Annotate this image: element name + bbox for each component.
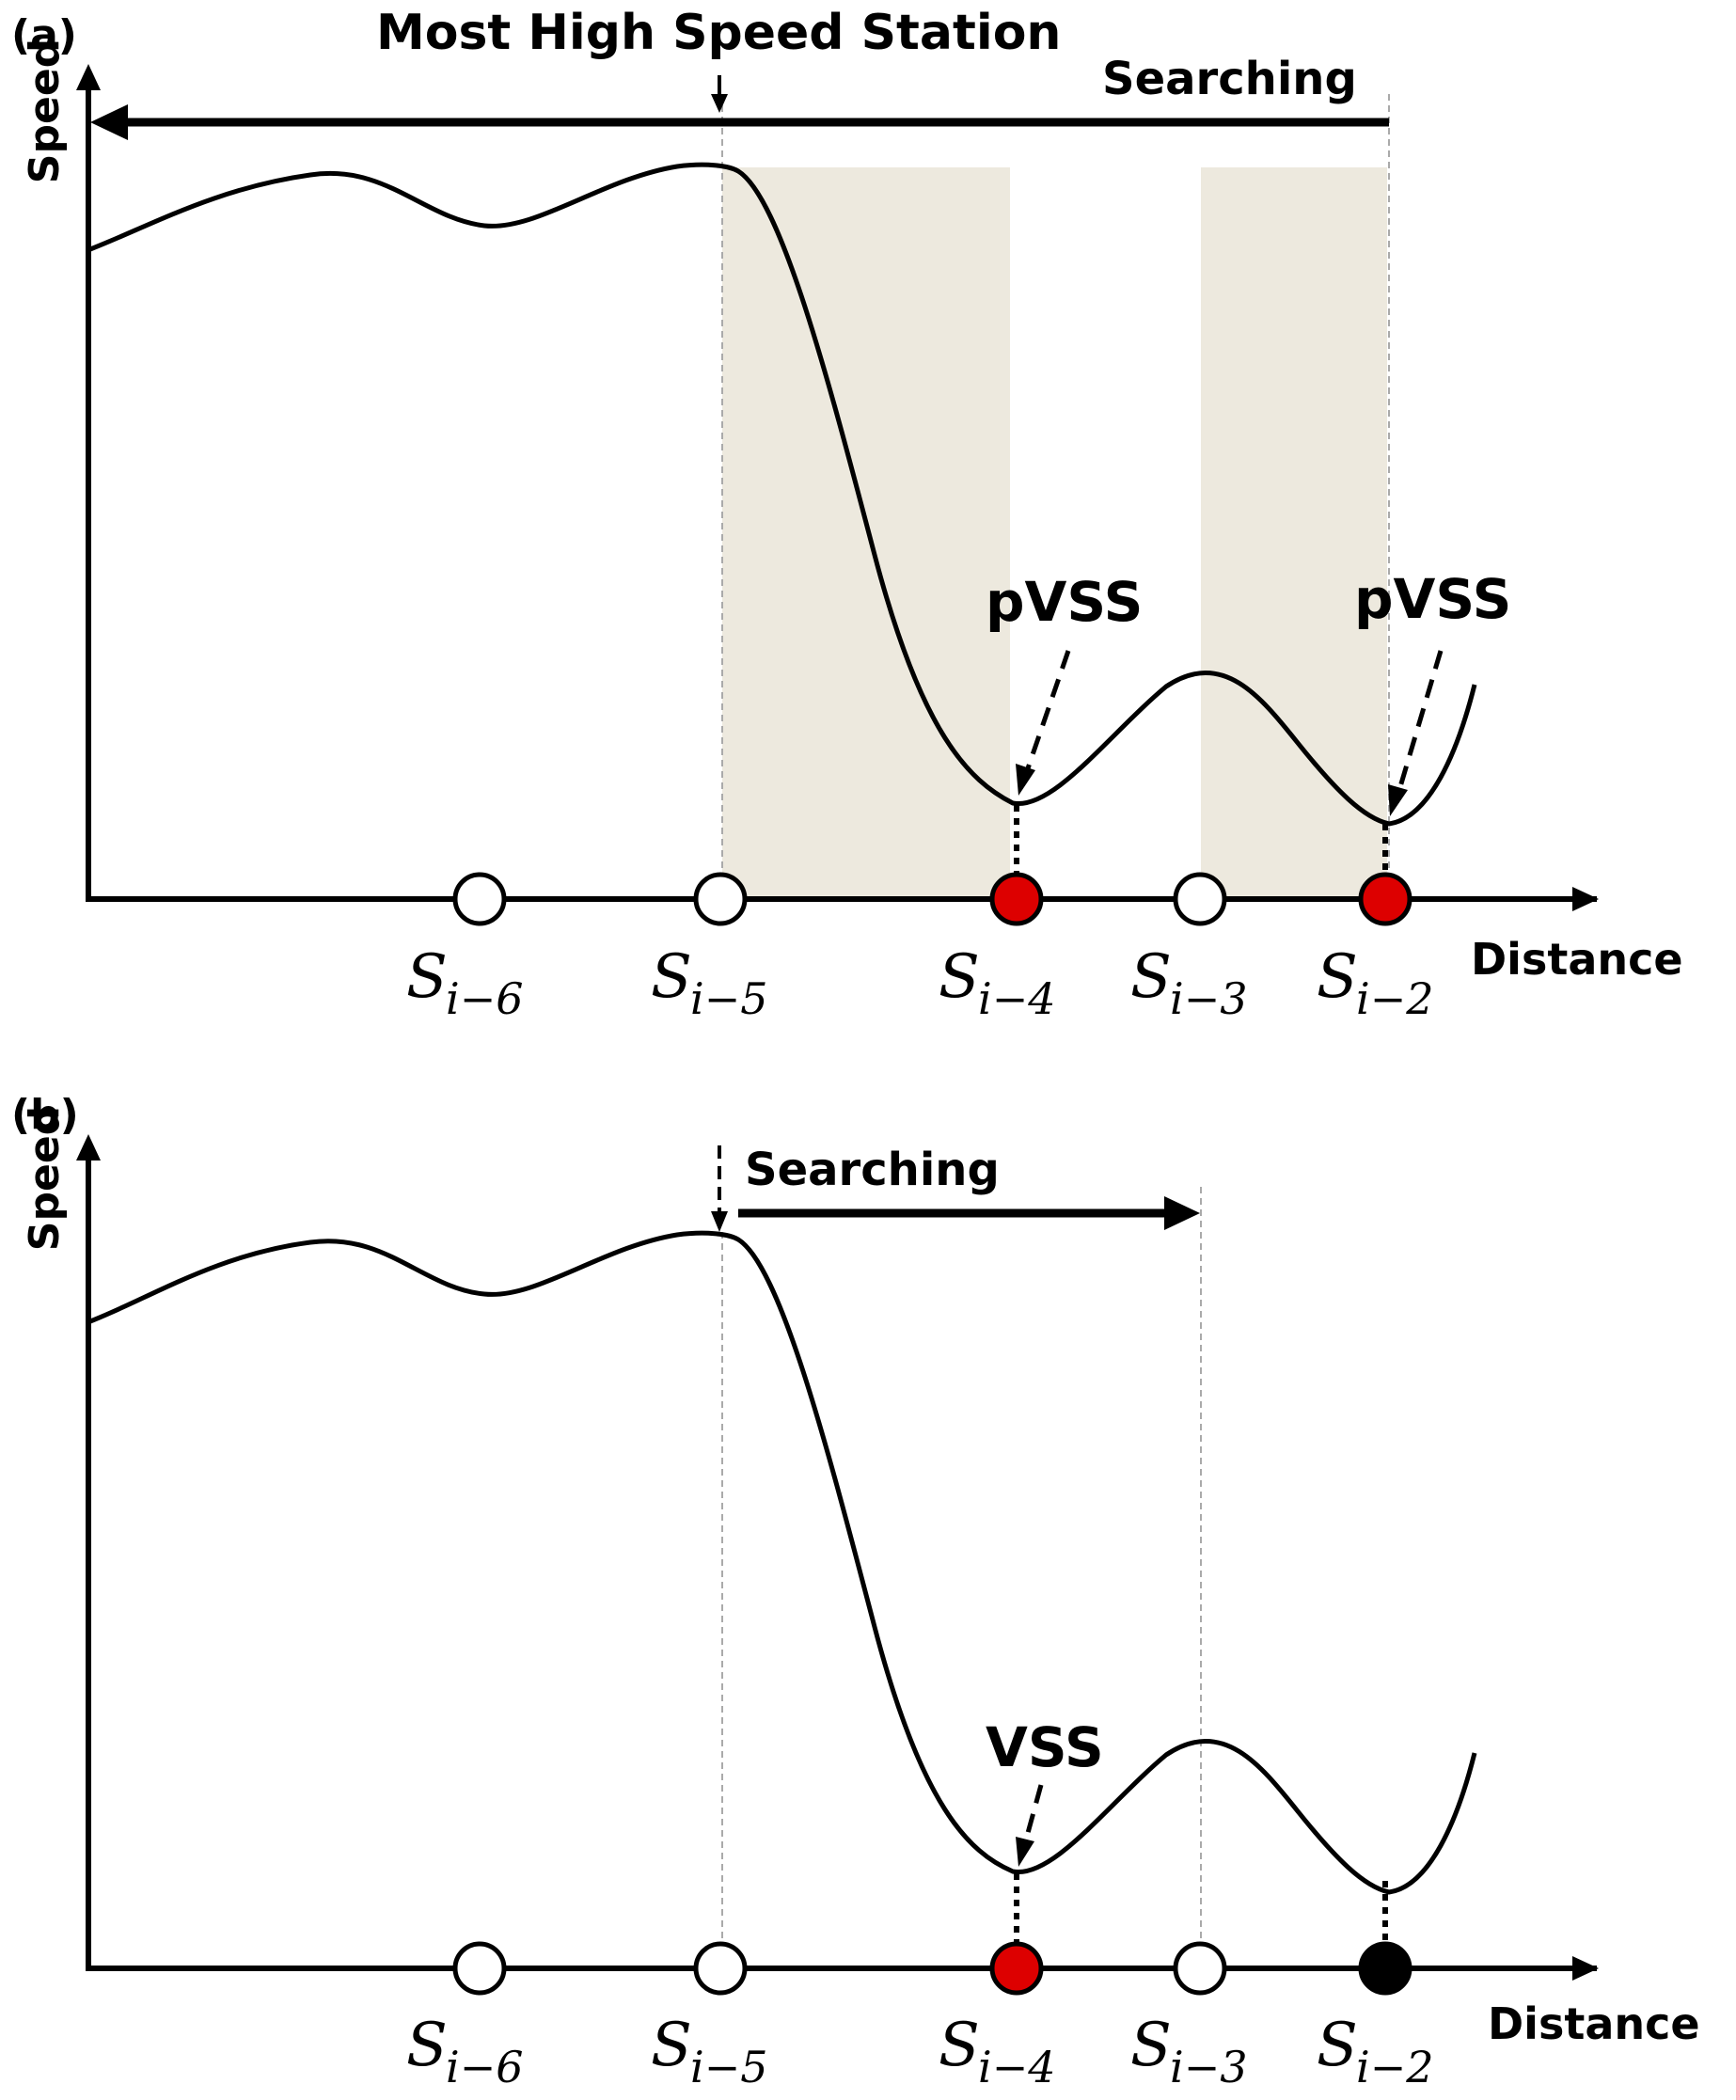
vss-label: VSS <box>986 1715 1104 1779</box>
station-label-sub: i−6 <box>446 973 524 1024</box>
pvss-pointer <box>1024 650 1071 772</box>
x-axis-label: Distance <box>1471 934 1683 985</box>
station-label: S i−3 <box>1130 2011 1248 2092</box>
vss-pointer <box>1022 1784 1044 1844</box>
station-label-base: S <box>651 2011 692 2080</box>
shaded-region <box>722 167 1010 899</box>
station-marker-empty <box>1173 872 1227 926</box>
x-axis-arrowhead <box>1572 1956 1599 1981</box>
station-label-base: S <box>1317 2011 1358 2080</box>
station-label-base: S <box>1317 942 1358 1012</box>
y-axis-arrowhead <box>76 1134 101 1161</box>
station-label-sub: i−3 <box>1170 973 1248 1024</box>
station-label: S i−5 <box>651 2011 768 2092</box>
searching-label: Searching <box>1102 53 1357 105</box>
station-label-sub: i−2 <box>1356 2042 1434 2092</box>
station-label-sub: i−4 <box>978 973 1056 1024</box>
pvss-pointer <box>1397 650 1444 791</box>
station-marker-empty <box>452 1941 507 1996</box>
station-marker-black <box>1358 1941 1412 1996</box>
station-label: S i−4 <box>939 942 1056 1024</box>
speed-curve <box>89 162 1477 827</box>
y-axis-arrowhead <box>76 64 101 90</box>
top-label: Most High Speed Station <box>376 5 1061 61</box>
station-label-base: S <box>939 2011 980 2080</box>
station-label-sub: i−3 <box>1170 2042 1248 2092</box>
station-pointer-arrowhead <box>711 94 728 113</box>
station-label-base: S <box>1130 2011 1172 2080</box>
station-label: S i−6 <box>406 2011 524 2092</box>
searching-label: Searching <box>745 1144 1000 1196</box>
station-marker-red <box>989 872 1044 926</box>
station-label: S i−3 <box>1130 942 1248 1024</box>
station-label: S i−4 <box>939 2011 1056 2092</box>
station-label: S i−5 <box>651 942 768 1024</box>
panel-a-tag: (a) <box>11 11 77 59</box>
station-label-sub: i−5 <box>690 973 768 1024</box>
station-label: S i−6 <box>406 942 524 1024</box>
start-pointer-arrowhead <box>711 1211 728 1232</box>
station-label-sub: i−5 <box>690 2042 768 2092</box>
station-label-base: S <box>1130 942 1172 1012</box>
station-marker-empty <box>452 872 507 926</box>
searching-arrowhead <box>90 104 128 140</box>
panel-b: (b) Speed Distance Searching VSS <box>11 1091 1700 2092</box>
station-marker-empty <box>693 1941 748 1996</box>
x-axis-label: Distance <box>1488 1998 1700 2049</box>
pvss-label: pVSS <box>986 570 1143 634</box>
station-label-sub: i−4 <box>978 2042 1056 2092</box>
searching-arrowhead <box>1164 1196 1200 1230</box>
speed-curve <box>89 1230 1477 1895</box>
station-label-base: S <box>406 942 448 1012</box>
station-marker-red <box>989 1941 1044 1996</box>
x-axis-arrowhead <box>1572 887 1599 911</box>
y-axis-label: Speed <box>21 1106 69 1251</box>
station-marker-red <box>1358 872 1412 926</box>
station-label: S i−2 <box>1317 2011 1434 2092</box>
y-axis-label: Speed <box>21 39 69 183</box>
station-label-sub: i−6 <box>446 2042 524 2092</box>
station-label-base: S <box>406 2011 448 2080</box>
pvss-arrowhead <box>1388 784 1408 816</box>
panel-a: (a) Speed Distance Most High Speed Stati… <box>11 5 1683 1024</box>
station-marker-empty <box>693 872 748 926</box>
station-label-base: S <box>651 942 692 1012</box>
station-label-base: S <box>939 942 980 1012</box>
pvss-label: pVSS <box>1354 567 1511 631</box>
pvss-arrowhead <box>1016 764 1035 796</box>
panel-b-tag: (b) <box>11 1091 79 1139</box>
station-label-sub: i−2 <box>1356 973 1434 1024</box>
station-marker-empty <box>1173 1941 1227 1996</box>
shaded-region <box>1201 167 1387 899</box>
station-label: S i−2 <box>1317 942 1434 1024</box>
vss-arrowhead <box>1016 1837 1034 1867</box>
